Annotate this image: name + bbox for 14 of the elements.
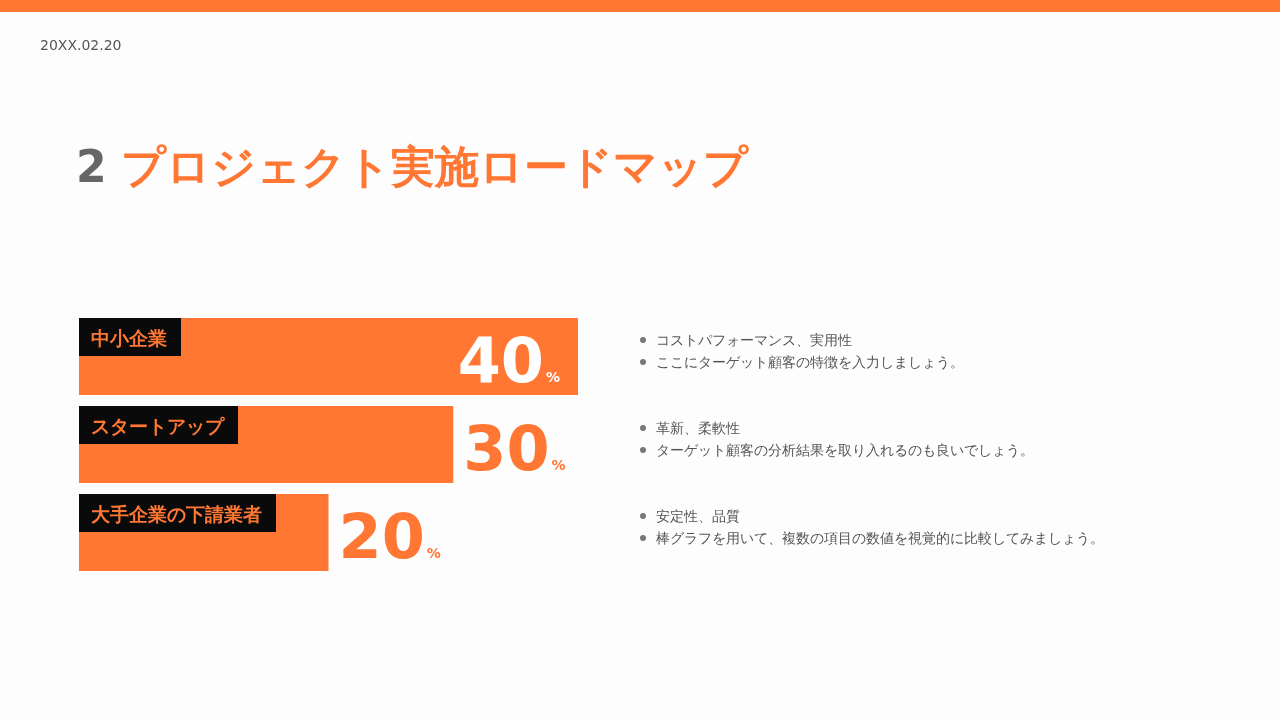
text: コストパフォーマンス、実用性 [656,332,852,348]
data-label: 40% [457,324,560,397]
text: 棒グラフを用いて、複数の項目の数値を視覚的に比較してみましょう。 [656,530,1104,546]
text: ここにターゲット顧客の特徴を入力しましょう。 [656,354,964,370]
y-tick-label: 大手企業の下請業者 [91,503,262,525]
text: 革新、柔軟性 [656,420,740,436]
chart-title: 2 プロジェクト実施ロードマップ [76,141,749,192]
text: ターゲット顧客の分析結果を取り入れるのも良いでしょう。 [656,442,1034,458]
text: 20XX.02.20 [40,37,122,53]
text: 安定性、品質 [656,508,740,524]
y-tick-label: 中小企業 [91,327,167,349]
y-tick-label: スタートアップ [91,415,225,437]
data-label: 30% [463,412,566,485]
data-label: 20% [338,500,441,573]
